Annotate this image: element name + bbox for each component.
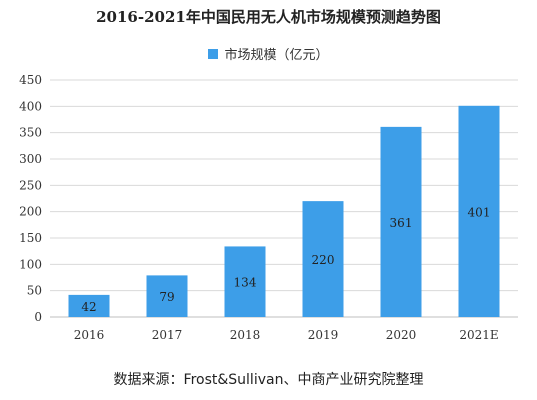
bar (68, 294, 110, 317)
bar (380, 126, 422, 317)
y-tick-label: 100 (19, 257, 42, 271)
data-label: 79 (159, 290, 174, 304)
data-label: 134 (234, 276, 257, 290)
y-tick-label: 250 (19, 178, 42, 192)
legend: 市场规模（亿元） (0, 44, 537, 63)
data-label: 401 (468, 205, 491, 219)
legend-swatch (208, 48, 219, 59)
x-tick-label: 2020 (386, 328, 417, 342)
x-tick-label: 2018 (230, 328, 261, 342)
bar (146, 275, 188, 317)
x-tick-label: 2019 (308, 328, 339, 342)
bar (302, 201, 344, 317)
y-tick-label: 400 (19, 99, 42, 113)
data-label: 42 (81, 300, 96, 314)
bar (458, 105, 500, 317)
y-tick-label: 450 (19, 73, 42, 87)
y-tick-label: 50 (27, 284, 42, 298)
y-tick-label: 150 (19, 231, 42, 245)
y-tick-label: 200 (19, 205, 42, 219)
y-tick-label: 350 (19, 126, 42, 140)
y-tick-label: 0 (34, 310, 42, 324)
y-tick-label: 300 (19, 152, 42, 166)
legend-label: 市场规模（亿元） (224, 48, 329, 63)
source-note: 数据来源：Frost&Sullivan、中商产业研究院整理 (113, 372, 424, 388)
x-tick-label: 2017 (152, 328, 183, 342)
data-label: 361 (390, 216, 413, 230)
chart-title: 2016-2021年中国民用无人机市场规模预测趋势图 (96, 8, 441, 26)
data-label: 220 (312, 253, 335, 267)
x-tick-label: 2016 (74, 328, 105, 342)
bar (224, 246, 266, 317)
x-tick-label: 2021E (459, 328, 498, 342)
